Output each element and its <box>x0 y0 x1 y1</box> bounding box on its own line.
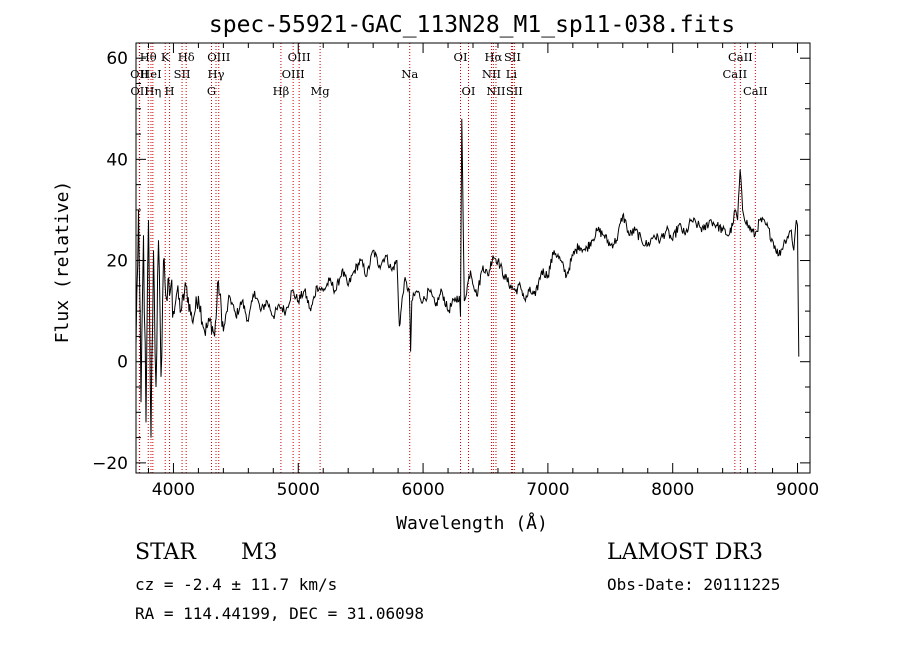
marker-label: K <box>161 50 170 64</box>
marker-label: HeI <box>140 67 161 81</box>
marker-label: SII <box>174 67 191 81</box>
marker-label: OIII <box>282 67 305 81</box>
spectrum-layer <box>135 118 800 438</box>
x-tick-label: 9000 <box>776 480 819 500</box>
y-tick-label: 60 <box>106 49 128 69</box>
x-tick-label: 8000 <box>651 480 694 500</box>
marker-label: Hθ <box>140 50 157 64</box>
marker-label: CaII <box>728 50 753 64</box>
x-tick-label: 4000 <box>152 480 195 500</box>
marker-label: Li <box>506 67 518 81</box>
marker-label: OII <box>130 84 149 98</box>
marker-lines <box>138 43 756 473</box>
plot-frame <box>135 42 811 474</box>
marker-label: Hβ <box>273 84 290 98</box>
y-tick-label: 0 <box>117 353 128 373</box>
marker-label: OIII <box>288 50 311 64</box>
x-axis: 4000 5000 6000 7000 8000 9000 <box>147 43 819 500</box>
redshift-text: cz = -2.4 ± 11.7 km/s <box>135 575 338 594</box>
marker-label: G <box>207 84 216 98</box>
object-subclass: M3 <box>241 540 278 565</box>
marker-label: SII <box>504 50 521 64</box>
marker-label: OII <box>130 67 149 81</box>
marker-label: Na <box>401 67 418 81</box>
y-tick-label: −20 <box>92 454 128 474</box>
marker-label: Mg <box>311 84 331 98</box>
spectrum-line <box>135 118 800 438</box>
y-tick-label: 40 <box>106 150 128 170</box>
marker-label: Hδ <box>178 50 195 64</box>
marker-label: Hα <box>484 50 502 64</box>
marker-label: NII <box>482 67 501 81</box>
x-axis-label: Wavelength (Å) <box>396 512 548 534</box>
survey-name: LAMOST DR3 <box>607 540 763 565</box>
x-tick-label: 5000 <box>277 480 320 500</box>
y-tick-label: 20 <box>106 252 128 272</box>
marker-label: OIII <box>207 50 230 64</box>
chart-title: spec-55921-GAC_113N28_M1_sp11-038.fits <box>209 12 735 38</box>
marker-label: CaII <box>722 67 747 81</box>
marker-label: OI <box>462 84 476 98</box>
marker-label: Hη <box>144 84 161 98</box>
coordinates: RA = 114.44199, DEC = 31.06098 <box>135 604 424 623</box>
marker-label: H <box>165 84 175 98</box>
y-axis: −20 0 20 40 60 <box>92 49 810 474</box>
marker-label: NII <box>486 84 505 98</box>
marker-label: Hγ <box>208 67 225 81</box>
marker-label: OI <box>454 50 468 64</box>
obs-date: Obs-Date: 20111225 <box>607 575 781 594</box>
marker-label: CaII <box>743 84 768 98</box>
y-axis-label: Flux (relative) <box>52 181 73 344</box>
object-class: STAR <box>135 540 196 565</box>
x-tick-label: 6000 <box>401 480 444 500</box>
marker-label: SII <box>506 84 523 98</box>
x-tick-label: 7000 <box>526 480 569 500</box>
